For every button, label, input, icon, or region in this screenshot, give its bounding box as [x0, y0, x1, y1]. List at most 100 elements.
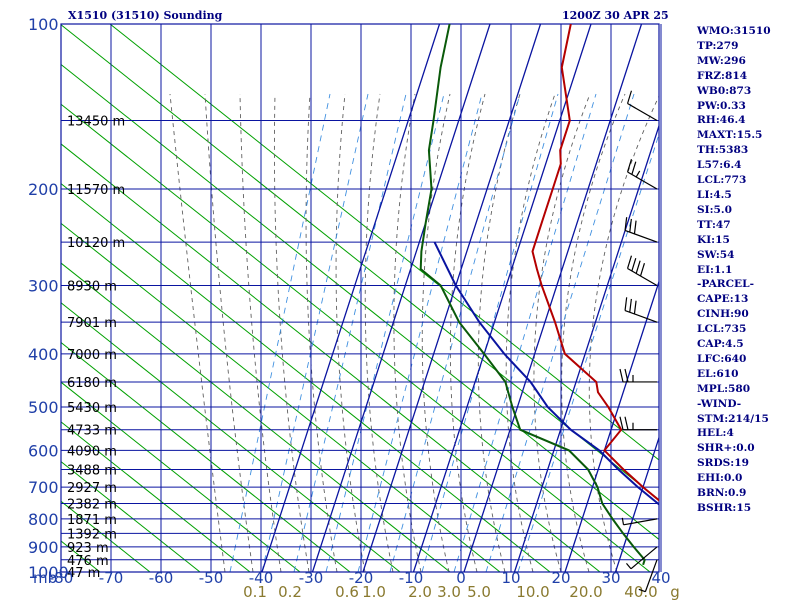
index-item: KI:15 — [697, 233, 730, 246]
barb-flag — [626, 90, 633, 104]
barb-flag — [633, 220, 637, 234]
wind-barb — [624, 297, 658, 323]
index-item: LCL:773 — [697, 174, 747, 187]
mixing-ratio-label: 0.2 — [278, 583, 302, 600]
plot-frame — [60, 23, 660, 573]
index-item: -PARCEL- — [697, 278, 754, 291]
index-item: TP:279 — [697, 39, 739, 52]
moist-adiabat — [274, 93, 310, 572]
mixing-ratio-line — [325, 93, 445, 572]
mixing-ratio-line — [229, 93, 331, 572]
barb-half-flag — [638, 588, 646, 593]
dry-adiabat — [109, 24, 659, 461]
barb-staff — [624, 309, 658, 323]
barb-flag — [629, 218, 632, 233]
barb-flag — [633, 300, 637, 315]
index-item: WB0:873 — [697, 84, 752, 97]
skewed-isotherm — [767, 24, 800, 572]
height-label: 13450 m — [67, 114, 125, 129]
index-item: EL:610 — [697, 367, 739, 380]
pressure-temperature-grid — [60, 23, 662, 573]
mixing-ratio-label: 0.6 — [335, 583, 359, 600]
index-item: MW:296 — [697, 54, 746, 67]
mixing-ratio-line — [389, 93, 521, 572]
index-item: FRZ:814 — [697, 69, 748, 82]
mixing-ratio-label: 0.1 — [243, 583, 267, 600]
mixing-ratio-label: 2.0 — [408, 583, 432, 600]
dry-adiabat — [61, 460, 201, 572]
wind-barb — [619, 416, 657, 431]
mixing-ratio-line — [261, 93, 369, 572]
mixing-ratio-label: 5.0 — [467, 583, 491, 600]
skewed-isotherm — [463, 24, 643, 572]
skewed-isotherm — [362, 24, 542, 572]
wind-barb — [625, 546, 658, 570]
index-item: -WIND- — [697, 397, 742, 410]
pressure-tick-label: 600 — [28, 441, 59, 460]
barb-staff — [627, 102, 658, 122]
wind-barb — [619, 368, 657, 383]
index-item: BRN:0.9 — [697, 487, 747, 500]
moist-adiabat — [305, 93, 338, 572]
barb-flag — [635, 260, 641, 274]
barb-flag — [624, 416, 629, 430]
dewpoint-curve — [419, 24, 646, 566]
dry-adiabat — [61, 341, 351, 572]
height-label: 2927 m — [67, 481, 117, 496]
temperature-tick-label: 0 — [456, 569, 466, 587]
wind-barb — [638, 559, 658, 593]
pressure-tick-label: 800 — [28, 510, 59, 529]
pressure-unit-label: mb — [33, 569, 57, 587]
index-item: LFC:640 — [697, 352, 747, 365]
barb-half-flag — [621, 517, 625, 525]
barb-flag — [639, 263, 646, 277]
wind-barb — [626, 255, 658, 286]
barb-flag — [624, 368, 629, 383]
barb-flag — [631, 258, 637, 272]
index-item: WMO:31510 — [697, 25, 771, 37]
index-item: TT:47 — [697, 218, 731, 231]
height-label: 1392 m — [67, 527, 117, 542]
index-item: SHR+:0.0 — [697, 442, 755, 455]
height-label: 4733 m — [67, 424, 117, 439]
mixing-ratio-label: 20.0 — [569, 583, 602, 600]
barb-staff — [624, 229, 658, 243]
height-label: 5430 m — [67, 401, 117, 416]
barb-flag — [619, 416, 624, 430]
pressure-tick-label: 400 — [28, 345, 59, 364]
mixing-ratio-line — [517, 132, 659, 572]
mixing-ratio-label: 3.0 — [437, 583, 461, 600]
skewed-isotherm — [311, 24, 491, 572]
moist-adiabat — [533, 93, 591, 572]
mixing-ratio-line — [421, 93, 559, 572]
index-item: SI:5.0 — [697, 203, 732, 216]
moist-adiabat — [561, 93, 626, 572]
index-item: TH:5383 — [697, 144, 749, 157]
moist-adiabat — [477, 93, 521, 572]
height-label: 1871 m — [67, 513, 117, 528]
sounding-indices: WMO:31510 TP:279 MW:296 FRZ:814 WB0:873 PW:0.… — [697, 24, 771, 516]
moist-adiabat — [449, 93, 486, 572]
index-item: SW:54 — [697, 248, 735, 261]
temperature-tick-label: -50 — [199, 569, 224, 587]
index-item: EI:1.1 — [697, 263, 733, 276]
pressure-tick-label: 100 — [28, 15, 59, 34]
pressure-tick-label: 200 — [28, 180, 59, 199]
height-label: 7901 m — [67, 316, 117, 331]
moist-adiabat — [588, 95, 659, 572]
temperature-tick-label: -30 — [299, 569, 324, 587]
moist-adiabat — [393, 93, 422, 572]
height-label: 2382 m — [67, 498, 117, 513]
pressure-tick-label: 900 — [28, 538, 59, 557]
temperature-tick-label: -60 — [149, 569, 174, 587]
parcel-curve — [433, 241, 659, 506]
barb-staff — [623, 518, 658, 526]
moist-adiabat — [169, 93, 226, 572]
barb-flag — [619, 368, 624, 383]
pressure-tick-label: 700 — [28, 478, 59, 497]
dry-adiabat — [61, 262, 451, 572]
barb-staff — [627, 267, 658, 286]
dry-adiabat — [61, 302, 401, 572]
barb-staff — [644, 559, 658, 592]
